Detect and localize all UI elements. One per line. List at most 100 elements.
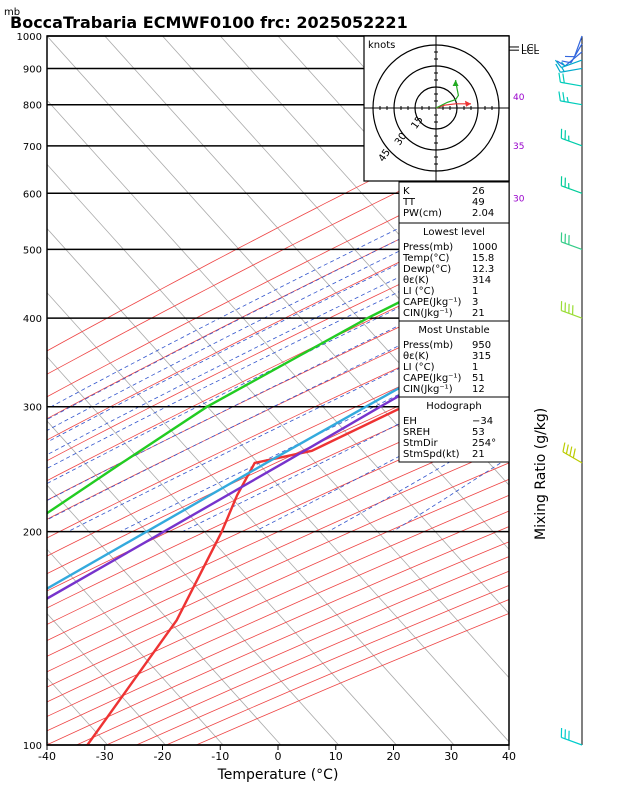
lowest-level-value: 12.3	[472, 264, 494, 275]
isotherm	[47, 36, 509, 550]
wind-barb-half-flag	[566, 96, 569, 103]
isotherm	[47, 612, 166, 745]
most-unstable-value: 12	[472, 384, 485, 395]
wind-barb-half-flag	[560, 66, 565, 72]
lowest-level-heading: Lowest level	[423, 227, 485, 238]
index-label: PW(cm)	[403, 208, 442, 219]
dry-adiabat	[47, 254, 509, 482]
lowest-level-value: 1000	[472, 242, 497, 253]
dry-adiabat	[47, 296, 509, 520]
pressure-tick-label: 800	[23, 101, 42, 112]
wind-barb-shaft	[561, 241, 583, 250]
moist-adiabat	[47, 272, 509, 502]
y-axis-title-right: Mixing Ratio (g/kg)	[533, 408, 549, 540]
wind-barb	[562, 442, 583, 464]
temperature-tick-label: 20	[387, 750, 401, 763]
most-unstable-value: 51	[472, 373, 485, 384]
dry-adiabat	[47, 393, 509, 609]
moist-adiabat	[47, 291, 509, 521]
index-value: 49	[472, 197, 485, 208]
hodograph-stats-value: −34	[472, 416, 493, 427]
lowest-level-label: LI (°C)	[403, 286, 435, 297]
most-unstable-heading: Most Unstable	[418, 325, 489, 336]
most-unstable-box	[398, 320, 510, 398]
hodograph-arrow-green	[452, 80, 459, 86]
right-mixing-label: 30	[513, 194, 525, 204]
lcl-label: LCL	[521, 43, 540, 54]
moist-adiabat	[67, 313, 509, 532]
hodograph-unit: knots	[368, 40, 395, 51]
dry-adiabat	[47, 186, 509, 420]
wind-barb-shaft	[561, 736, 583, 746]
wind-barb-shaft	[561, 185, 583, 194]
lowest-level-label: CAPE(Jkg⁻¹)	[403, 297, 461, 308]
wind-barb	[560, 727, 583, 746]
most-unstable-value: 1	[472, 362, 478, 373]
dry-adiabat	[47, 478, 509, 688]
isotherm	[47, 548, 224, 745]
lcl-label: LCL	[521, 46, 540, 57]
wind-barb	[554, 59, 583, 69]
lowest-level-value: 3	[472, 297, 478, 308]
most-unstable-value: 950	[472, 340, 491, 351]
dry-adiabat	[47, 510, 509, 717]
lowest-level-label: θε(K)	[403, 275, 429, 286]
index-box	[398, 181, 510, 224]
moist-adiabat	[47, 254, 509, 485]
wind-barb-shaft	[562, 451, 583, 464]
wind-barb	[558, 72, 583, 87]
most-unstable-label: CAPE(Jkg⁻¹)	[403, 373, 461, 384]
pressure-tick-label: 900	[23, 64, 42, 75]
most-unstable-label: LI (°C)	[403, 362, 435, 373]
pressure-tick-label: 400	[23, 314, 42, 325]
temperature-tick-label: 30	[444, 750, 458, 763]
wind-barb-shaft	[573, 35, 583, 57]
wind-barb-flag	[562, 442, 566, 452]
pressure-tick-label: 200	[23, 528, 42, 539]
hodograph-stats-heading: Hodograph	[426, 401, 481, 412]
wind-barb-shaft	[561, 137, 583, 147]
pressure-tick-label: 500	[23, 245, 42, 256]
wind-barb	[560, 232, 583, 250]
dry-adiabat	[47, 161, 509, 398]
isotherm	[47, 420, 339, 745]
wind-barb	[564, 35, 583, 58]
lowest-level-value: 21	[472, 308, 485, 319]
wind-barb	[560, 176, 583, 194]
wind-barb-flag	[572, 448, 576, 458]
wind-barb	[556, 51, 583, 67]
most-unstable-label: θε(K)	[403, 351, 429, 362]
dry-adiabat	[47, 526, 509, 732]
wind-barb-flag	[558, 91, 561, 101]
index-value: 2.04	[472, 208, 494, 219]
lowest-level-label: CIN(Jkg⁻¹)	[403, 308, 453, 319]
wind-barb-flag	[562, 73, 565, 84]
dry-adiabat	[47, 111, 509, 352]
dry-adiabat	[47, 355, 509, 575]
lowest-level-value: 314	[472, 275, 491, 286]
hodograph-trace-red	[435, 103, 471, 109]
most-unstable-label: CIN(Jkg⁻¹)	[403, 384, 453, 395]
dry-adiabat	[47, 494, 509, 703]
hodograph-stats-value: 21	[472, 449, 485, 460]
hodograph-trace-green	[435, 79, 460, 109]
sounding-profiles	[47, 246, 509, 745]
wind-barb-shaft	[560, 100, 583, 106]
lowest-level-label: Press(mb)	[403, 242, 453, 253]
isotherm	[47, 292, 455, 745]
isotherm	[104, 36, 509, 486]
dry-adiabat	[47, 316, 509, 539]
chart-title: BoccaTrabaria ECMWF0100 frc: 2025052221	[10, 13, 408, 32]
lowest-level-value: 15.8	[472, 253, 494, 264]
dry-adiabat	[47, 275, 509, 501]
moist-adiabat	[47, 238, 509, 469]
temperature-tick-label: -20	[154, 750, 172, 763]
pressure-unit-label: mb	[4, 7, 20, 18]
wind-barb-shaft	[561, 310, 583, 319]
x-axis-title: Temperature (°C)	[217, 767, 339, 783]
index-label: TT	[402, 197, 416, 208]
dry-adiabat	[47, 136, 509, 375]
wind-barb-flag	[554, 59, 562, 68]
